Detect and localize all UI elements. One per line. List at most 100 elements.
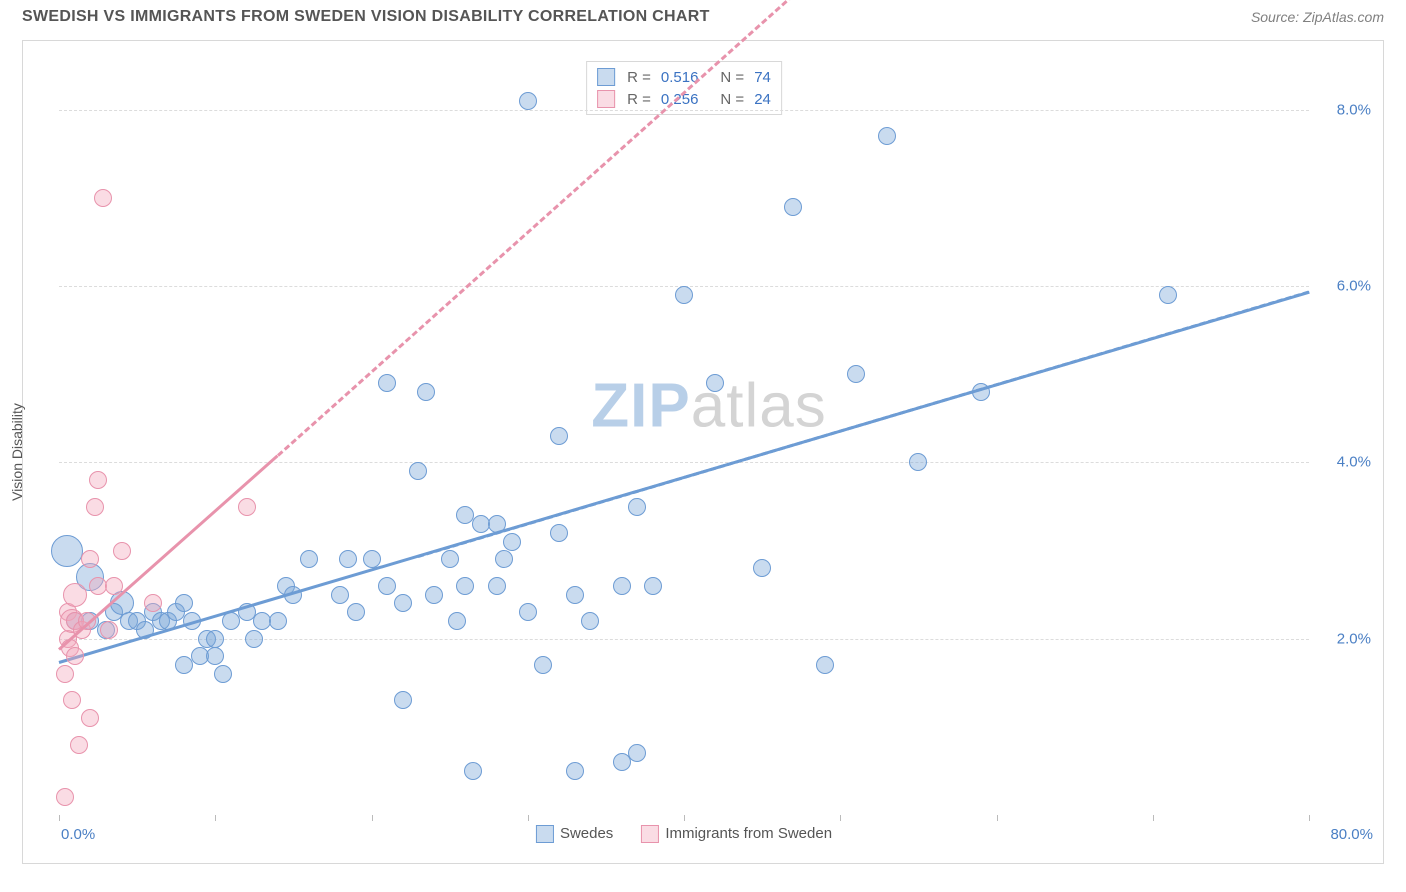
data-point — [878, 127, 896, 145]
y-tick-label: 4.0% — [1337, 454, 1371, 471]
data-point — [94, 189, 112, 207]
x-tick — [215, 815, 216, 821]
y-tick-label: 8.0% — [1337, 101, 1371, 118]
x-tick — [997, 815, 998, 821]
data-point — [245, 630, 263, 648]
legend-r-label: R = — [627, 69, 651, 86]
data-point — [100, 621, 118, 639]
x-tick — [840, 815, 841, 821]
data-point — [613, 577, 631, 595]
x-tick — [1309, 815, 1310, 821]
data-point — [394, 691, 412, 709]
legend-series: Swedes Immigrants from Sweden — [536, 825, 832, 843]
legend-stat-row: R =0.516N =74 — [597, 66, 771, 88]
data-point — [51, 535, 83, 567]
data-point — [464, 762, 482, 780]
data-point — [269, 612, 287, 630]
data-point — [206, 630, 224, 648]
chart-container: Vision Disability ZIPatlas R =0.516N =74… — [22, 40, 1384, 864]
chart-title: SWEDISH VS IMMIGRANTS FROM SWEDEN VISION… — [22, 8, 710, 26]
data-point — [675, 286, 693, 304]
source-label: Source: ZipAtlas.com — [1251, 9, 1384, 25]
legend-swatch — [536, 825, 554, 843]
data-point — [566, 762, 584, 780]
data-point — [409, 462, 427, 480]
x-tick — [372, 815, 373, 821]
data-point — [56, 665, 74, 683]
plot-area: ZIPatlas R =0.516N =74R =0.256N =24 0.0%… — [59, 57, 1309, 815]
legend-label: Swedes — [560, 825, 613, 842]
y-tick-label: 6.0% — [1337, 278, 1371, 295]
data-point — [581, 612, 599, 630]
chart-header: SWEDISH VS IMMIGRANTS FROM SWEDEN VISION… — [0, 0, 1406, 30]
legend-swatch — [641, 825, 659, 843]
data-point — [566, 586, 584, 604]
data-point — [706, 374, 724, 392]
legend-swatch — [597, 68, 615, 86]
y-axis-label: Vision Disability — [9, 403, 25, 501]
data-point — [63, 583, 87, 607]
watermark-zip: ZIP — [591, 371, 690, 440]
x-tick — [684, 815, 685, 821]
data-point — [628, 498, 646, 516]
y-tick-label: 2.0% — [1337, 630, 1371, 647]
data-point — [550, 524, 568, 542]
data-point — [503, 533, 521, 551]
data-point — [347, 603, 365, 621]
data-point — [339, 550, 357, 568]
legend-n-value: 74 — [754, 69, 771, 86]
data-point — [550, 427, 568, 445]
data-point — [456, 577, 474, 595]
x-axis-max-label: 80.0% — [1330, 826, 1373, 843]
legend-n-label: N = — [720, 91, 744, 108]
data-point — [81, 709, 99, 727]
data-point — [175, 594, 193, 612]
gridline — [59, 462, 1309, 463]
data-point — [394, 594, 412, 612]
data-point — [441, 550, 459, 568]
legend-stats: R =0.516N =74R =0.256N =24 — [586, 61, 782, 115]
data-point — [66, 647, 84, 665]
data-point — [448, 612, 466, 630]
data-point — [63, 691, 81, 709]
gridline — [59, 110, 1309, 111]
data-point — [81, 550, 99, 568]
data-point — [816, 656, 834, 674]
data-point — [144, 594, 162, 612]
data-point — [1159, 286, 1177, 304]
data-point — [753, 559, 771, 577]
data-point — [519, 92, 537, 110]
data-point — [56, 788, 74, 806]
data-point — [495, 550, 513, 568]
legend-item: Swedes — [536, 825, 613, 843]
x-tick — [528, 815, 529, 821]
legend-label: Immigrants from Sweden — [665, 825, 832, 842]
data-point — [909, 453, 927, 471]
data-point — [378, 577, 396, 595]
data-point — [238, 498, 256, 516]
legend-n-label: N = — [720, 69, 744, 86]
data-point — [519, 603, 537, 621]
data-point — [784, 198, 802, 216]
legend-r-label: R = — [627, 91, 651, 108]
data-point — [847, 365, 865, 383]
data-point — [488, 577, 506, 595]
data-point — [89, 471, 107, 489]
data-point — [644, 577, 662, 595]
data-point — [378, 374, 396, 392]
data-point — [113, 542, 131, 560]
data-point — [300, 550, 318, 568]
data-point — [628, 744, 646, 762]
legend-n-value: 24 — [754, 91, 771, 108]
x-tick — [1153, 815, 1154, 821]
data-point — [214, 665, 232, 683]
data-point — [417, 383, 435, 401]
data-point — [206, 647, 224, 665]
data-point — [70, 736, 88, 754]
x-tick — [59, 815, 60, 821]
data-point — [331, 586, 349, 604]
data-point — [425, 586, 443, 604]
legend-swatch — [597, 90, 615, 108]
data-point — [86, 498, 104, 516]
data-point — [534, 656, 552, 674]
